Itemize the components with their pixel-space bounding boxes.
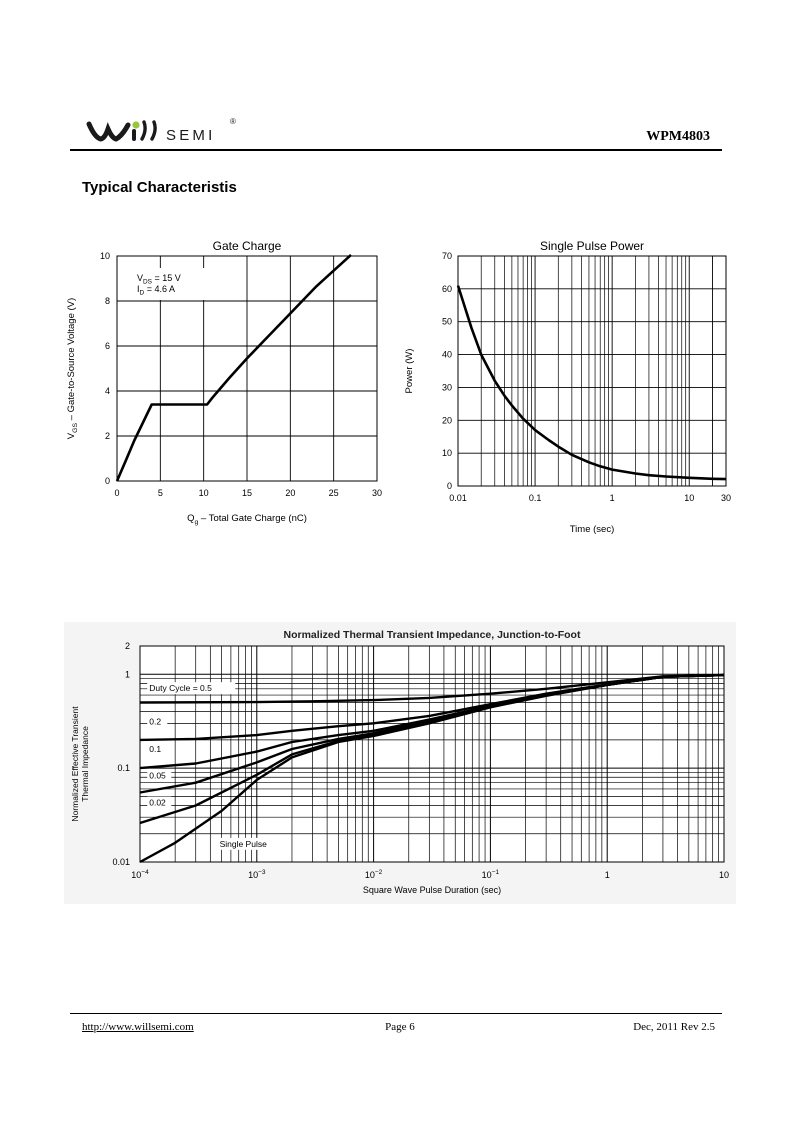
page-number: Page 6 — [385, 1021, 415, 1033]
y-tick-label: 0.01 — [112, 857, 130, 867]
part-number: WPM4803 — [646, 129, 710, 144]
registered-mark: ® — [230, 117, 236, 126]
y-tick-label: 0 — [105, 476, 110, 486]
x-tick-label: 10−4 — [131, 869, 149, 880]
series-label-bg — [147, 715, 168, 728]
plot-frame — [457, 255, 727, 487]
logo-text: SEMI — [166, 127, 215, 144]
series-label: 0.05 — [149, 770, 166, 780]
x-tick-label: 5 — [158, 488, 163, 498]
x-tick-label: 0.01 — [449, 493, 467, 503]
series-label-bg — [147, 769, 172, 782]
x-axis-label: Time (sec) — [570, 524, 615, 535]
y-tick-label: 0 — [447, 481, 452, 491]
revision-date: Dec, 2011 Rev 2.5 — [633, 1021, 715, 1033]
thermal-curve — [139, 673, 725, 864]
chart-title: Gate Charge — [213, 239, 282, 253]
x-tick-label: 25 — [329, 488, 339, 498]
x-tick-label: 20 — [285, 488, 295, 498]
y-tick-label: 30 — [442, 382, 452, 392]
x-tick-label: 30 — [721, 493, 731, 503]
plot-frame — [116, 255, 378, 482]
x-axis-label: Qg – Total Gate Charge (nC) — [187, 513, 307, 526]
thermal-impedance-chart: Normalized Thermal Transient Impedance, … — [64, 622, 736, 904]
series-label-bg — [147, 682, 236, 695]
y-tick-label: 60 — [442, 284, 452, 294]
logo-mark-icon — [86, 120, 157, 142]
series-label-bg — [147, 743, 168, 756]
x-tick-label: 10−1 — [482, 869, 500, 880]
y-tick-label: 10 — [442, 448, 452, 458]
y-tick-label: 50 — [442, 317, 452, 327]
y-tick-label: 20 — [442, 415, 452, 425]
series-label-bg — [147, 796, 172, 809]
y-tick-label: 10 — [100, 251, 110, 261]
x-tick-label: 10−3 — [248, 869, 266, 880]
y-axis-label: Power (W) — [404, 349, 415, 394]
y-tick-label: 70 — [442, 251, 452, 261]
footer-divider — [70, 1013, 722, 1014]
x-tick-label: 1 — [605, 870, 610, 880]
x-tick-label: 10 — [719, 870, 729, 880]
plot-frame — [139, 645, 725, 863]
x-tick-label: 1 — [610, 493, 615, 503]
x-tick-label: 10−2 — [365, 869, 383, 880]
power-curve — [456, 285, 727, 481]
series-label: Duty Cycle = 0.5 — [149, 683, 212, 693]
x-axis-label: Square Wave Pulse Duration (sec) — [363, 885, 501, 895]
series-label: 0.2 — [149, 717, 161, 727]
y-tick-label: 4 — [105, 386, 110, 396]
x-tick-label: 0.1 — [529, 493, 542, 503]
y-tick-label: 40 — [442, 350, 452, 360]
series-label: 0.02 — [149, 797, 166, 807]
section-title: Typical Characteristis — [82, 179, 237, 196]
x-tick-label: 10 — [199, 488, 209, 498]
y-tick-label: 2 — [125, 641, 130, 651]
series-label-bg — [217, 837, 278, 850]
x-tick-label: 0 — [114, 488, 119, 498]
annotation-text: VDS = 15 V — [137, 273, 181, 286]
willsemi-logo: SEMI ® — [86, 117, 236, 144]
annotation-text: ID = 4.6 A — [137, 284, 175, 297]
y-tick-label: 1 — [125, 669, 130, 679]
thermal-curve — [139, 673, 725, 704]
y-tick-label: 8 — [105, 296, 110, 306]
gate-charge-chart: Gate Charge 0 5 10 15 20 25 30 0 2 4 6 8 10 VDS = 15 V… — [66, 239, 382, 526]
header-divider — [70, 149, 722, 151]
y-tick-label: 2 — [105, 431, 110, 441]
x-tick-label: 30 — [372, 488, 382, 498]
chart-title: Single Pulse Power — [540, 239, 644, 253]
series-label: 0.1 — [149, 744, 161, 754]
x-tick-label: 10 — [684, 493, 694, 503]
y-axis-label: VGS – Gate-to-Source Voltage (V) — [66, 298, 79, 439]
y-tick-label: 0.1 — [117, 763, 130, 773]
chart-title: Normalized Thermal Transient Impedance, … — [284, 629, 581, 641]
website-link[interactable]: http://www.willsemi.com — [82, 1021, 194, 1033]
gate-charge-curve — [115, 253, 352, 482]
y-tick-label: 6 — [105, 341, 110, 351]
y-axis-label: Normalized Effective TransientThermal Im… — [70, 706, 90, 822]
series-label: Single Pulse — [220, 839, 268, 849]
annotation-box — [129, 268, 211, 300]
single-pulse-power-chart: Single Pulse Power 0.01 0.1 1 10 30 0 10 20 30 40 5… — [404, 239, 731, 535]
x-tick-label: 15 — [242, 488, 252, 498]
